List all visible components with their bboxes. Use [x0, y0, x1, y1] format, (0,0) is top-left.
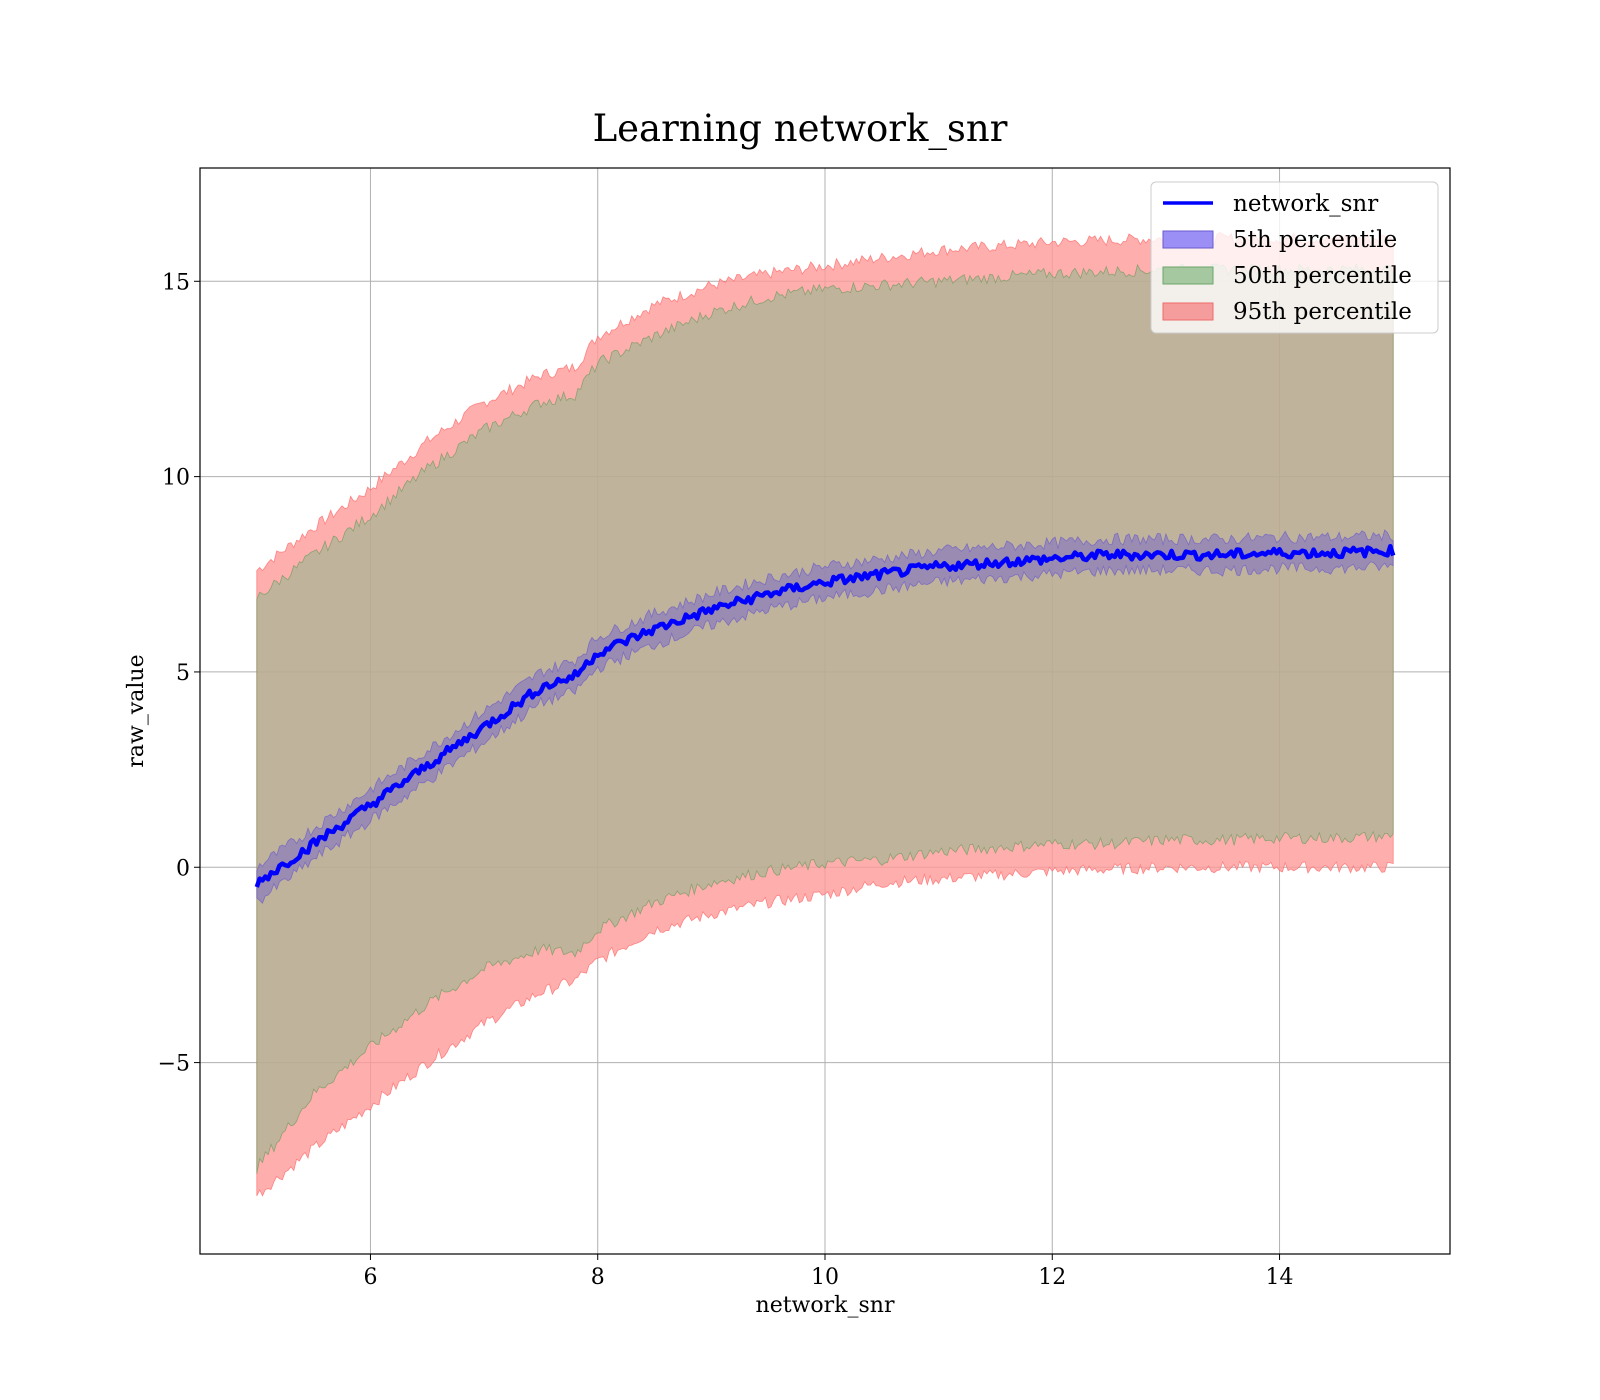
legend-box: [1150, 181, 1439, 334]
x-tick-label: 6: [363, 1265, 377, 1290]
y-tick-label: −5: [158, 1052, 190, 1077]
legend-swatch: [1162, 230, 1214, 249]
percentile-bands: [256, 232, 1394, 1197]
legend-label: 95th percentile: [1233, 299, 1412, 325]
y-tick-label: 0: [176, 856, 190, 881]
legend-label: 50th percentile: [1233, 263, 1412, 289]
y-tick-label: 15: [162, 270, 190, 295]
x-axis-label: network_snr: [756, 1293, 895, 1318]
y-tick-label: 10: [162, 466, 190, 491]
line-network_snr: [254, 543, 1396, 888]
legend-swatch: [1162, 302, 1214, 321]
axis-ticks: 6 8 10 12 14 −5 0 5 10 15: [158, 270, 1294, 1290]
legend-label: 5th percentile: [1233, 227, 1397, 253]
band-50th-percentile: [256, 263, 1394, 1174]
legend: network_snr 5th percentile 50th percentile…: [1150, 181, 1439, 334]
x-tick-label: 12: [1038, 1265, 1066, 1290]
y-axis-label: raw_value: [124, 654, 149, 767]
x-tick-label: 8: [591, 1265, 605, 1290]
x-tick-label: 10: [811, 1265, 839, 1290]
band-5th-percentile: [256, 529, 1394, 905]
series-lines: [254, 543, 1396, 888]
y-tick-label: 5: [176, 661, 190, 686]
x-tick-label: 14: [1266, 1265, 1294, 1290]
legend-label: network_snr: [1233, 191, 1378, 217]
legend-swatch: [1162, 266, 1214, 285]
chart-title: Learning network_snr: [593, 107, 1008, 151]
